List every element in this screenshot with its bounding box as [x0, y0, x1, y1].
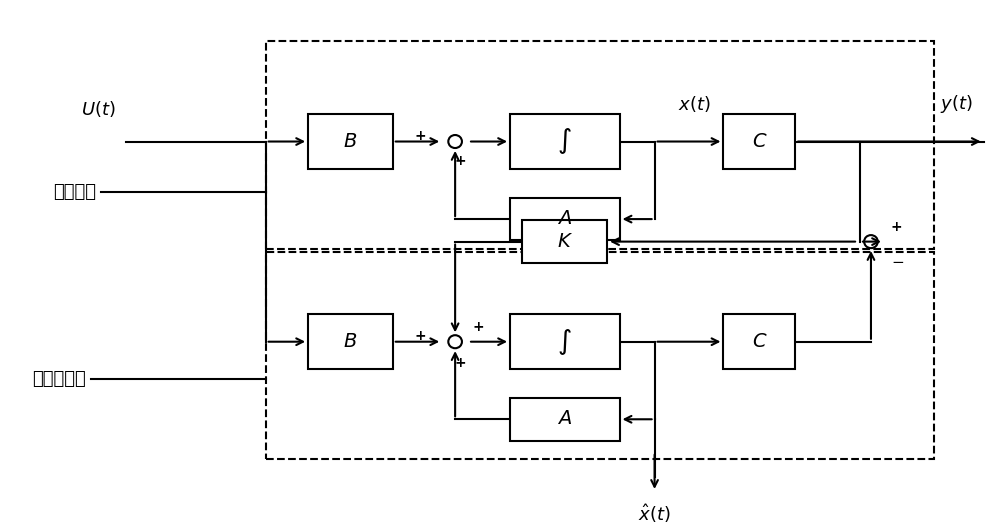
Text: $K$: $K$: [557, 232, 573, 250]
Text: $\int$: $\int$: [557, 327, 572, 357]
Bar: [510, 198, 620, 240]
Text: $\int$: $\int$: [557, 127, 572, 157]
Text: +: +: [472, 320, 484, 333]
Bar: [723, 114, 795, 169]
Text: $\hat{x}(t)$: $\hat{x}(t)$: [638, 502, 671, 524]
Text: +: +: [414, 329, 426, 343]
Text: +: +: [454, 356, 466, 370]
Bar: [723, 314, 795, 369]
Text: $A$: $A$: [557, 210, 572, 228]
Text: +: +: [890, 219, 902, 234]
Text: $B$: $B$: [343, 133, 358, 150]
Text: $C$: $C$: [752, 333, 767, 351]
Bar: [510, 114, 620, 169]
Text: $x(t)$: $x(t)$: [678, 94, 711, 114]
Text: 系统模型: 系统模型: [53, 183, 96, 200]
Text: 状态观测器: 状态观测器: [32, 370, 86, 388]
Text: $B$: $B$: [343, 333, 358, 351]
Bar: [308, 314, 393, 369]
Text: +: +: [454, 154, 466, 168]
Bar: [510, 314, 620, 369]
Bar: [308, 114, 393, 169]
Bar: [510, 398, 620, 441]
Text: +: +: [414, 128, 426, 143]
Bar: [266, 251, 934, 459]
Text: $A$: $A$: [557, 410, 572, 428]
Text: $C$: $C$: [752, 133, 767, 150]
Bar: [522, 220, 607, 263]
Text: $U(t)$: $U(t)$: [81, 99, 116, 119]
Bar: [266, 42, 934, 249]
Text: $-$: $-$: [891, 253, 904, 268]
Text: $y(t)$: $y(t)$: [940, 93, 973, 115]
